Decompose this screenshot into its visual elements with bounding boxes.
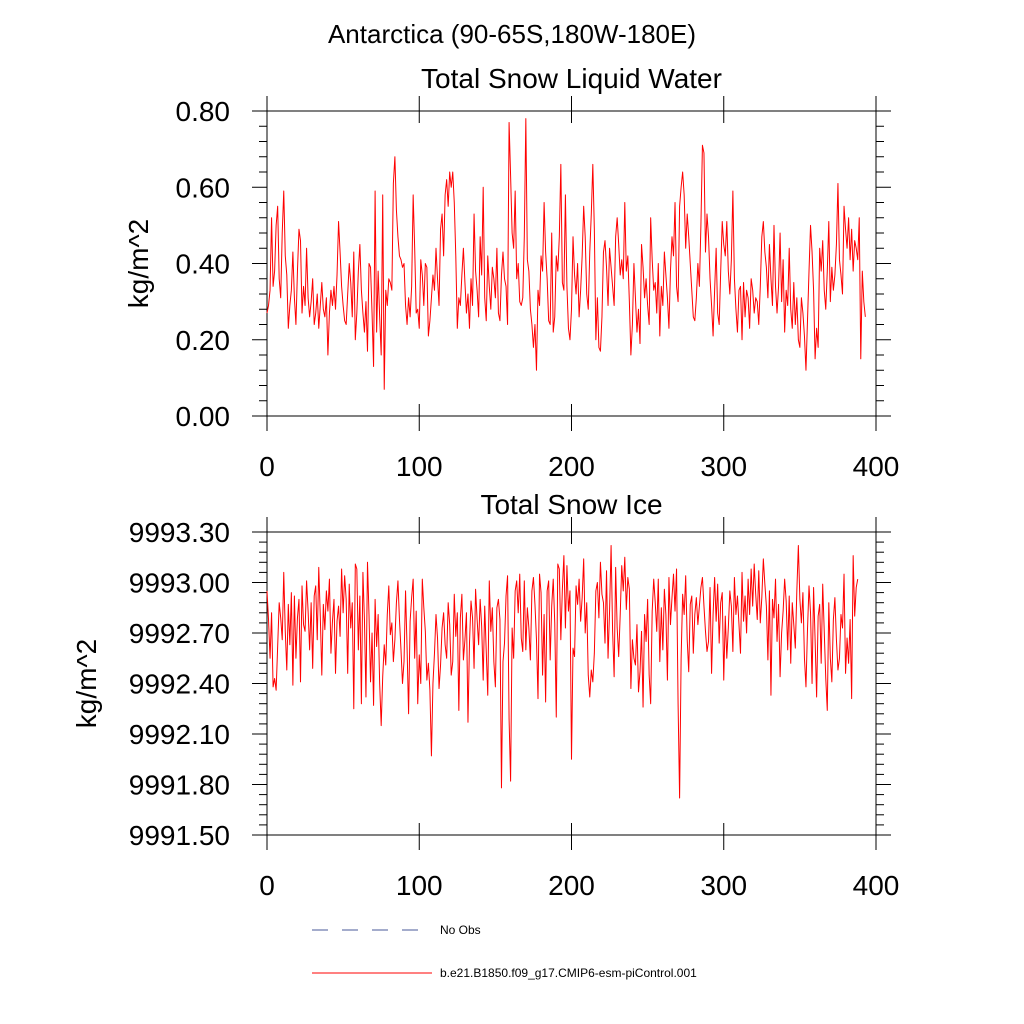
plot-total-snow-ice: Total Snow Ice 0 100 200 300 400 9991.50 9991.8… — [71, 489, 899, 901]
y-tick-label: 0.60 — [176, 172, 231, 203]
chart-title: Total Snow Ice — [480, 489, 662, 520]
series-line — [266, 544, 859, 799]
chart-title: Total Snow Liquid Water — [421, 63, 722, 94]
y-tick-label: 9992.70 — [129, 618, 230, 649]
x-tick-label: 100 — [396, 870, 443, 901]
x-tick-label: 100 — [396, 451, 443, 482]
y-tick-label: 0.20 — [176, 325, 231, 356]
y-tick-label: 0.40 — [176, 249, 231, 280]
y-tick-label: 9992.40 — [129, 669, 230, 700]
x-tick-label: 300 — [700, 870, 747, 901]
y-tick-label: 0.00 — [176, 401, 231, 432]
y-tick-label: 9993.00 — [129, 568, 230, 599]
legend: No Obs b.e21.B1850.f09_g17.CMIP6-esm-piC… — [312, 923, 697, 980]
x-tick-label: 200 — [548, 870, 595, 901]
figure-title: Antarctica (90-65S,180W-180E) — [328, 19, 696, 49]
x-tick-label: 0 — [259, 451, 275, 482]
x-tick-label: 400 — [853, 451, 900, 482]
plot-frame — [266, 531, 877, 836]
y-tick-label: 9991.80 — [129, 770, 230, 801]
x-tick-label: 200 — [548, 451, 595, 482]
y-tick-label: 9993.30 — [129, 517, 230, 548]
x-tick-label: 0 — [259, 870, 275, 901]
y-axis-label: kg/m^2 — [123, 219, 154, 308]
y-tick-label: 0.80 — [176, 96, 231, 127]
y-tick-label: 9991.50 — [129, 820, 230, 851]
legend-model-label: b.e21.B1850.f09_g17.CMIP6-esm-piControl.… — [440, 966, 697, 980]
x-tick-label: 300 — [700, 451, 747, 482]
y-tick-label: 9992.10 — [129, 719, 230, 750]
series-line — [266, 118, 866, 390]
x-tick-label: 400 — [853, 870, 900, 901]
legend-no-obs-label: No Obs — [440, 923, 481, 937]
y-axis-label: kg/m^2 — [71, 639, 102, 728]
plot-total-snow-liquid-water: Total Snow Liquid Water 0 100 200 300 400 0.00… — [123, 63, 899, 482]
